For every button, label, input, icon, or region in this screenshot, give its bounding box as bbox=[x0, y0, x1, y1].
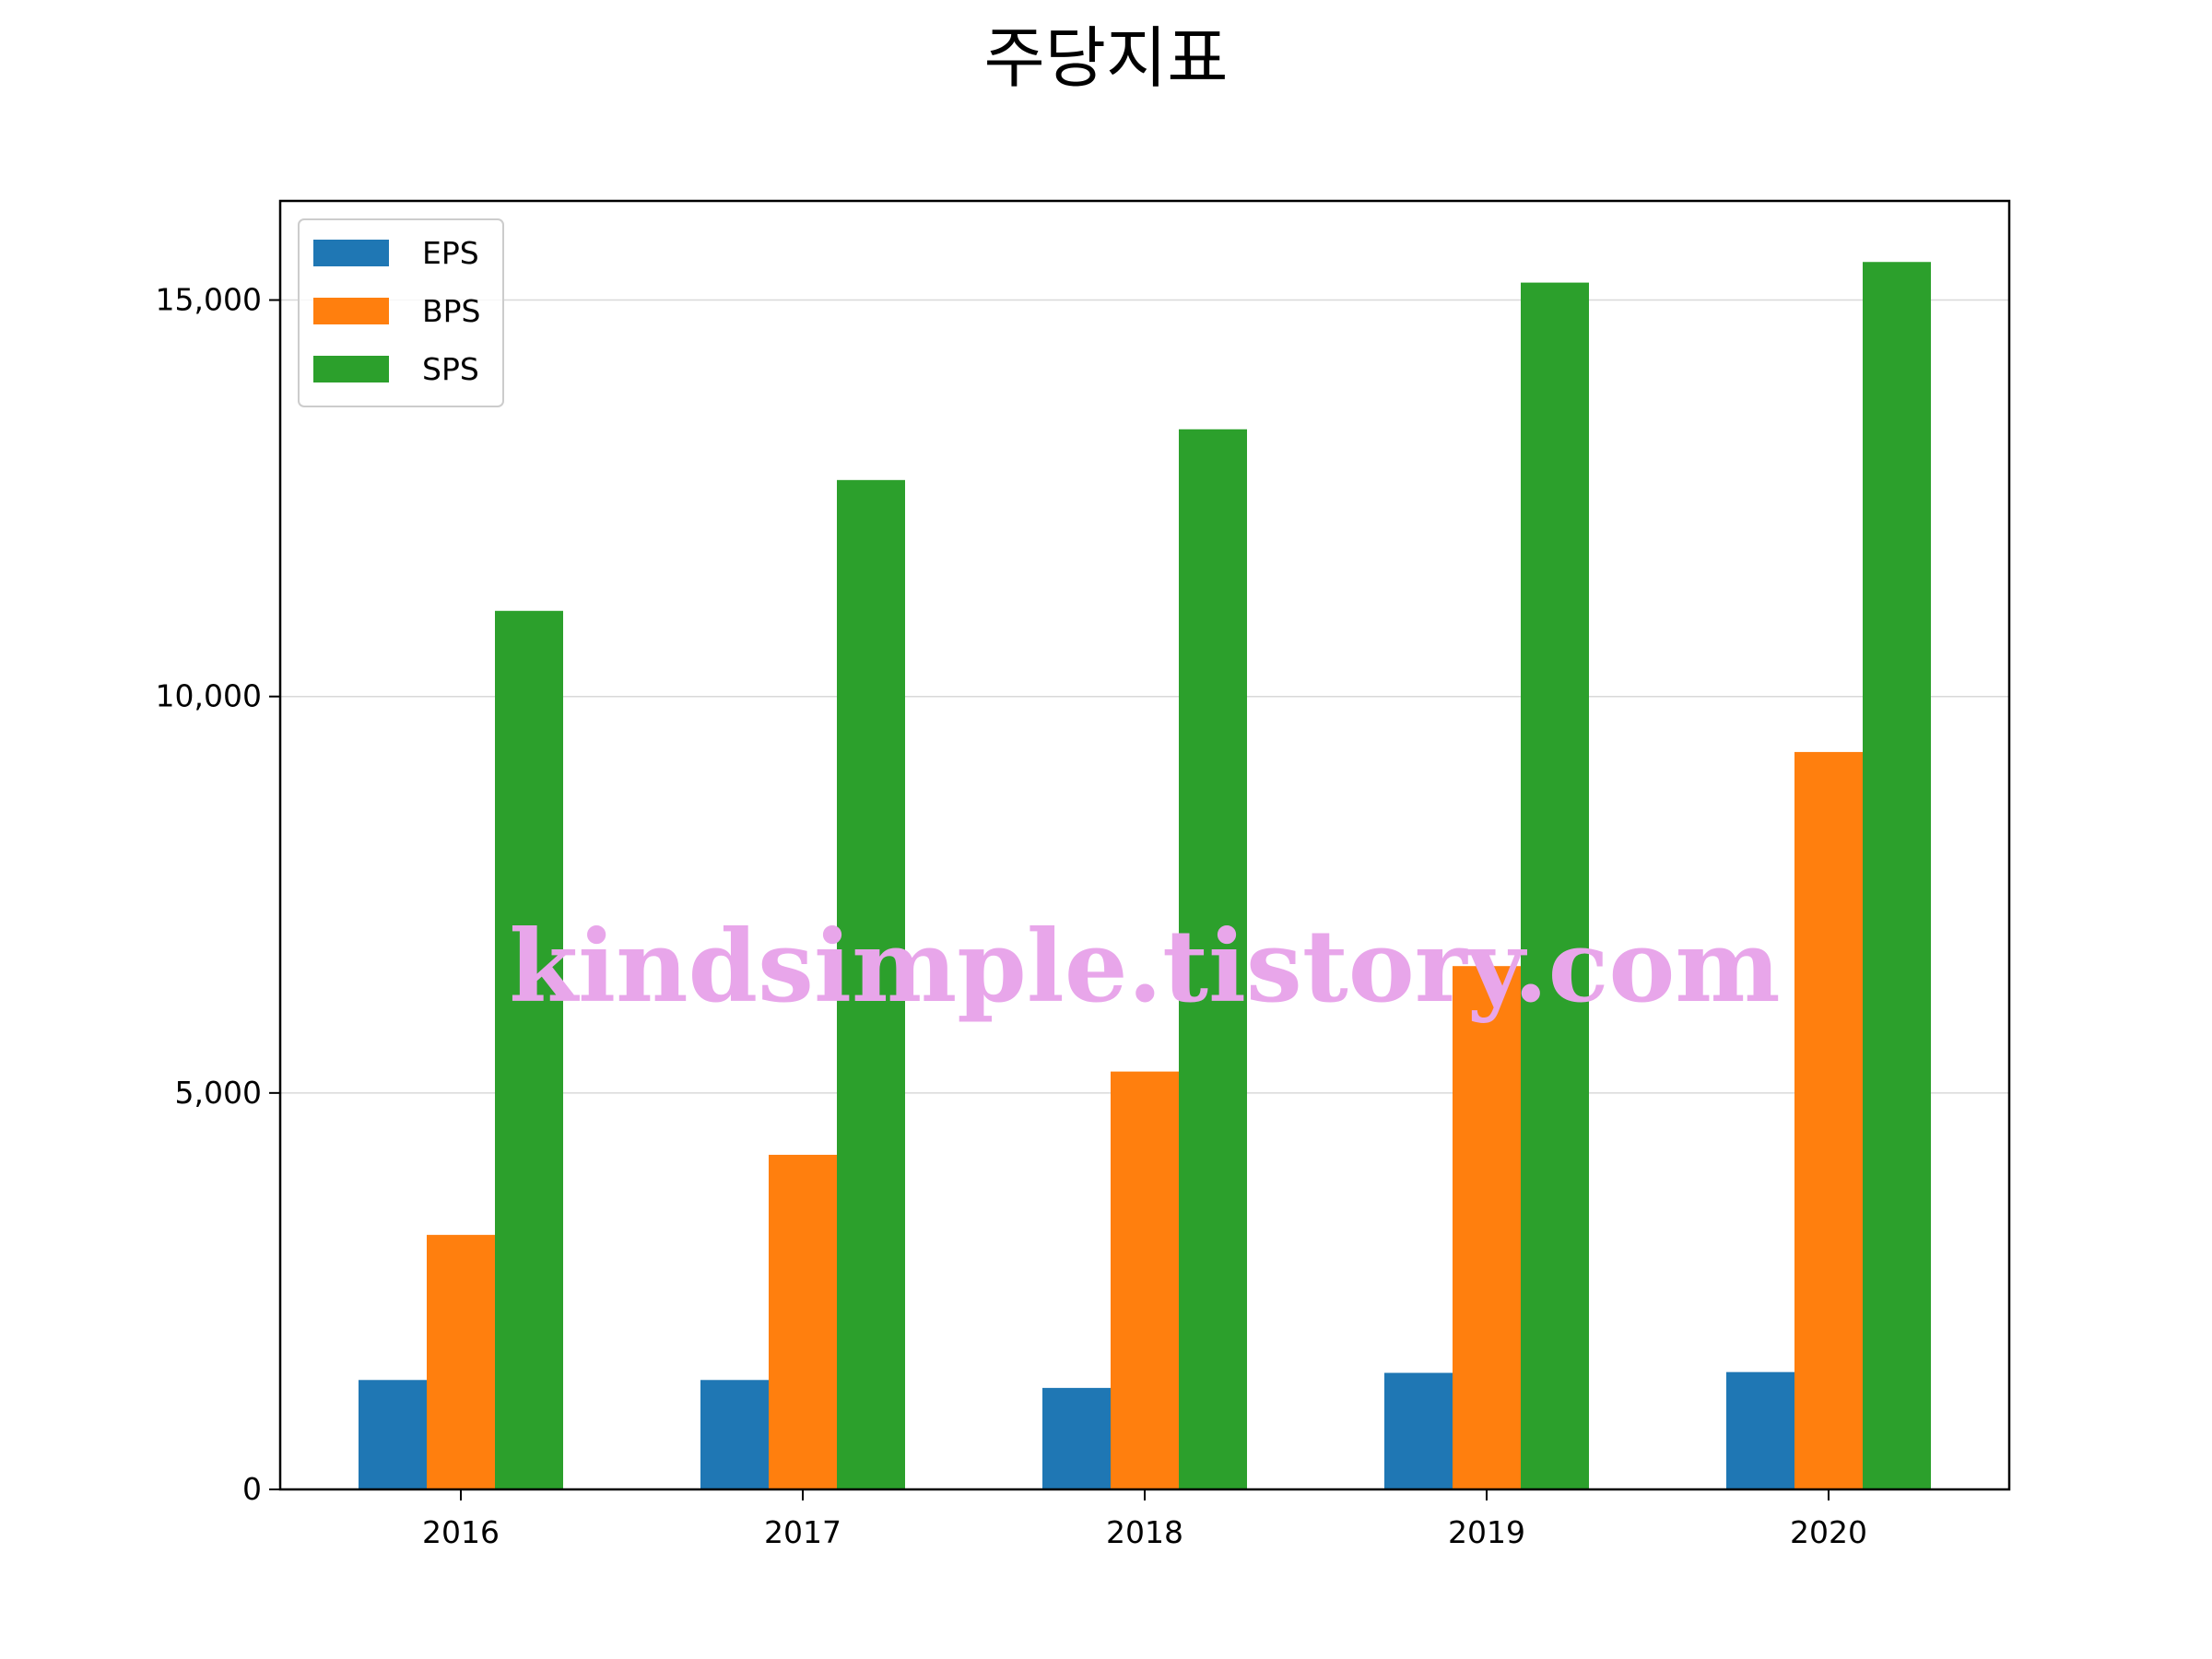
legend: EPS BPS SPS bbox=[298, 218, 504, 407]
x-tick-label: 2016 bbox=[422, 1514, 500, 1550]
bars bbox=[359, 262, 1931, 1490]
legend-swatch-eps bbox=[313, 240, 389, 266]
x-axis-ticks: 2016 2017 2018 2019 2020 bbox=[422, 1489, 1867, 1550]
bar-sps-2018 bbox=[1179, 429, 1247, 1490]
chart-title: 주당지표 bbox=[984, 19, 1229, 97]
y-tick-label: 5,000 bbox=[175, 1075, 262, 1111]
watermark: kindsimple.tistory.com bbox=[509, 909, 1780, 1025]
x-tick-label: 2018 bbox=[1106, 1514, 1183, 1550]
bar-bps-2018 bbox=[1111, 1071, 1179, 1489]
x-tick-label: 2020 bbox=[1790, 1514, 1867, 1550]
bar-sps-2020 bbox=[1863, 262, 1931, 1490]
bar-eps-2017 bbox=[700, 1380, 769, 1489]
x-tick-label: 2017 bbox=[764, 1514, 841, 1550]
y-axis-ticks: 0 5,000 10,000 15,000 bbox=[156, 282, 280, 1507]
legend-label-bps: BPS bbox=[422, 293, 481, 329]
x-tick-label: 2019 bbox=[1448, 1514, 1525, 1550]
bar-bps-2019 bbox=[1453, 966, 1521, 1489]
bar-bps-2020 bbox=[1794, 751, 1863, 1489]
y-tick-label: 10,000 bbox=[156, 678, 262, 714]
bar-eps-2018 bbox=[1042, 1387, 1111, 1489]
bar-eps-2019 bbox=[1384, 1372, 1453, 1489]
bar-bps-2016 bbox=[427, 1234, 495, 1489]
legend-label-eps: EPS bbox=[422, 235, 479, 271]
y-tick-label: 0 bbox=[242, 1471, 262, 1507]
bar-sps-2019 bbox=[1521, 282, 1589, 1489]
bar-sps-2017 bbox=[837, 479, 905, 1489]
y-tick-label: 15,000 bbox=[156, 282, 262, 318]
legend-label-sps: SPS bbox=[422, 351, 479, 387]
bar-eps-2020 bbox=[1726, 1371, 1794, 1489]
bar-eps-2016 bbox=[359, 1380, 427, 1489]
bar-sps-2016 bbox=[495, 610, 563, 1489]
legend-swatch-sps bbox=[313, 356, 389, 382]
legend-swatch-bps bbox=[313, 298, 389, 324]
bar-bps-2017 bbox=[769, 1154, 837, 1489]
